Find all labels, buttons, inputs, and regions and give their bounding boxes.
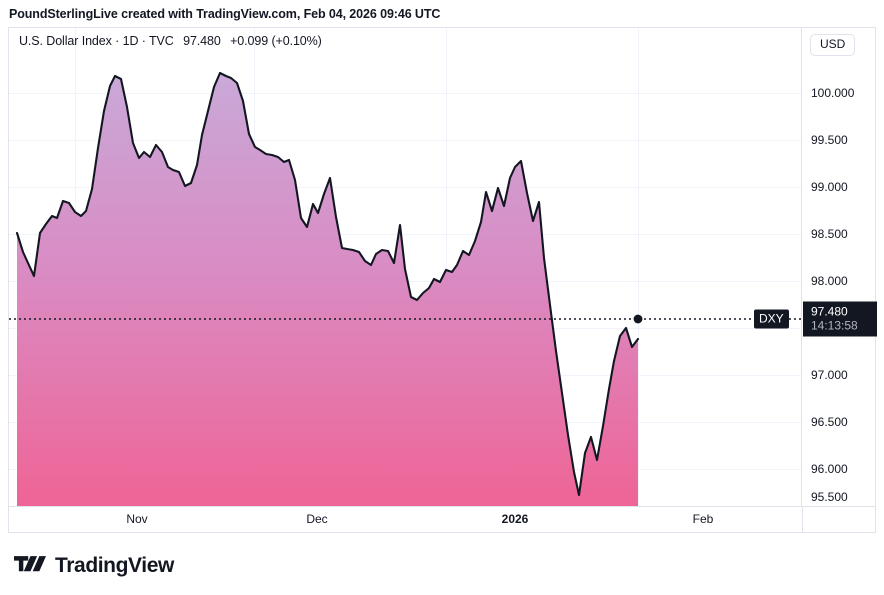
price-scale[interactable]: USD 100.000 99.500 99.000 98.500 98.000 … bbox=[802, 28, 877, 506]
gridline-horizontal bbox=[9, 234, 801, 235]
legend-symbol: U.S. Dollar Index bbox=[19, 34, 112, 48]
gridline-vertical bbox=[446, 28, 447, 506]
legend-separator-2: · bbox=[141, 34, 146, 48]
price-tick-label: 100.000 bbox=[811, 86, 855, 100]
price-line bbox=[15, 71, 640, 497]
gridline-horizontal bbox=[9, 93, 801, 94]
price-series-area bbox=[9, 71, 801, 506]
currency-pill-usd[interactable]: USD bbox=[810, 34, 856, 56]
price-tick-label: 96.000 bbox=[811, 462, 848, 476]
legend-exchange: TVC bbox=[149, 34, 174, 48]
time-label-2026: 2026 bbox=[501, 512, 529, 526]
legend-change: +0.099 (+0.10%) bbox=[230, 34, 322, 48]
legend-last-price: 97.480 bbox=[183, 34, 221, 48]
chart-legend[interactable]: U.S. Dollar Index · 1D · TVC 97.480 +0.0… bbox=[19, 34, 322, 48]
last-price-value: 97.480 bbox=[811, 304, 848, 319]
gridline-vertical bbox=[638, 28, 639, 506]
time-label-nov: Nov bbox=[126, 512, 148, 526]
gridline-horizontal bbox=[9, 140, 801, 141]
ticker-tag-dxy[interactable]: DXY bbox=[754, 309, 789, 329]
chart-frame: U.S. Dollar Index · 1D · TVC 97.480 +0.0… bbox=[8, 27, 877, 533]
last-price-badge[interactable]: 97.480 14:13:58 bbox=[803, 301, 877, 337]
attribution-text: PoundSterlingLive created with TradingVi… bbox=[9, 6, 441, 21]
tradingview-wordmark: TradingView bbox=[55, 553, 174, 577]
price-tick-label: 98.000 bbox=[811, 274, 848, 288]
price-tick-label: 98.500 bbox=[811, 227, 848, 241]
last-price-dot bbox=[633, 314, 643, 324]
price-tick-label: 99.000 bbox=[811, 180, 848, 194]
legend-separator-1: · bbox=[115, 34, 120, 48]
legend-interval: 1D bbox=[122, 34, 139, 48]
time-scale-separator bbox=[802, 507, 803, 533]
time-label-dec: Dec bbox=[306, 512, 328, 526]
price-tick-label: 96.500 bbox=[811, 415, 848, 429]
chart-plot-area[interactable]: U.S. Dollar Index · 1D · TVC 97.480 +0.0… bbox=[9, 28, 802, 506]
time-label-feb: Feb bbox=[692, 512, 714, 526]
price-tick-label: 97.000 bbox=[811, 368, 848, 382]
price-tick-label: 95.500 bbox=[811, 490, 848, 504]
price-tick-label: 99.500 bbox=[811, 133, 848, 147]
area-fill bbox=[17, 73, 638, 506]
gridline-horizontal bbox=[9, 187, 801, 188]
tradingview-logo-icon bbox=[14, 555, 46, 571]
time-scale[interactable]: Nov Dec 2026 Feb bbox=[9, 506, 875, 533]
tradingview-footer[interactable]: TradingView bbox=[14, 550, 174, 580]
last-price-time: 14:13:58 bbox=[811, 318, 858, 333]
